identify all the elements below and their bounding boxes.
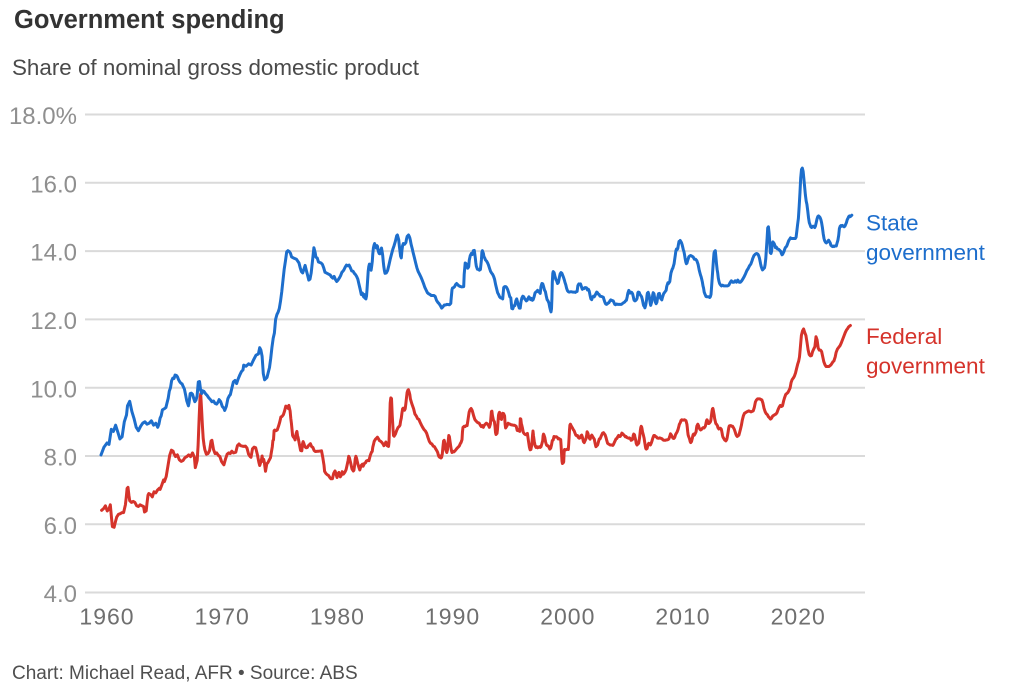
svg-text:2000: 2000 <box>540 604 595 630</box>
svg-text:16.0: 16.0 <box>30 171 77 198</box>
svg-text:4.0: 4.0 <box>44 581 77 608</box>
svg-text:1970: 1970 <box>195 604 250 630</box>
svg-text:1990: 1990 <box>425 604 480 630</box>
svg-text:Federal: Federal <box>866 324 942 349</box>
svg-text:8.0: 8.0 <box>44 445 77 472</box>
svg-text:6.0: 6.0 <box>44 513 77 540</box>
svg-text:1980: 1980 <box>310 604 365 630</box>
svg-text:12.0: 12.0 <box>30 308 77 335</box>
svg-text:government: government <box>866 240 986 265</box>
svg-text:State: State <box>866 211 919 236</box>
svg-text:18.0%: 18.0% <box>9 103 77 130</box>
svg-text:14.0: 14.0 <box>30 240 77 267</box>
svg-text:10.0: 10.0 <box>30 376 77 403</box>
svg-text:1960: 1960 <box>79 604 134 630</box>
svg-text:government: government <box>866 354 986 379</box>
svg-text:2020: 2020 <box>771 604 826 630</box>
svg-text:2010: 2010 <box>655 604 710 630</box>
